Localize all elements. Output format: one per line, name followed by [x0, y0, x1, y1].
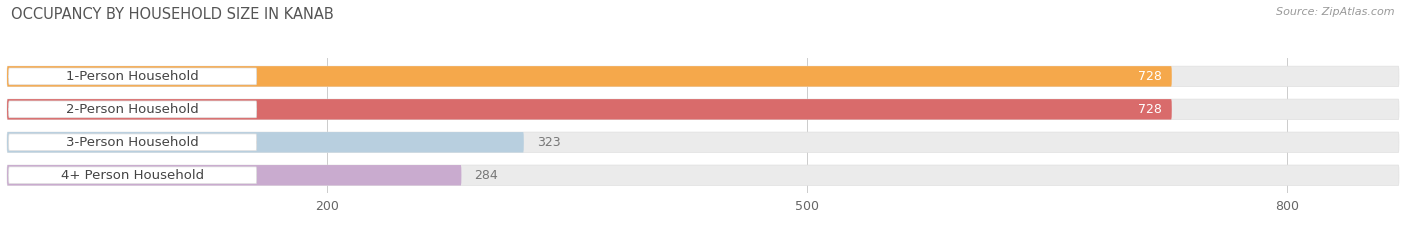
FancyBboxPatch shape [7, 66, 1171, 87]
FancyBboxPatch shape [8, 101, 257, 118]
Text: 728: 728 [1139, 103, 1163, 116]
FancyBboxPatch shape [7, 99, 1399, 120]
FancyBboxPatch shape [7, 66, 1399, 87]
Text: Source: ZipAtlas.com: Source: ZipAtlas.com [1277, 7, 1395, 17]
FancyBboxPatch shape [8, 167, 257, 184]
Text: 4+ Person Household: 4+ Person Household [60, 169, 204, 182]
Text: 323: 323 [537, 136, 560, 149]
Text: 728: 728 [1139, 70, 1163, 83]
Text: 1-Person Household: 1-Person Household [66, 70, 200, 83]
FancyBboxPatch shape [7, 99, 1171, 120]
Text: 2-Person Household: 2-Person Household [66, 103, 200, 116]
FancyBboxPatch shape [7, 132, 1399, 153]
Text: 284: 284 [474, 169, 498, 182]
FancyBboxPatch shape [8, 68, 257, 85]
FancyBboxPatch shape [7, 165, 1399, 185]
Text: 3-Person Household: 3-Person Household [66, 136, 200, 149]
Text: OCCUPANCY BY HOUSEHOLD SIZE IN KANAB: OCCUPANCY BY HOUSEHOLD SIZE IN KANAB [11, 7, 335, 22]
FancyBboxPatch shape [7, 132, 524, 153]
FancyBboxPatch shape [8, 134, 257, 151]
FancyBboxPatch shape [7, 165, 461, 185]
